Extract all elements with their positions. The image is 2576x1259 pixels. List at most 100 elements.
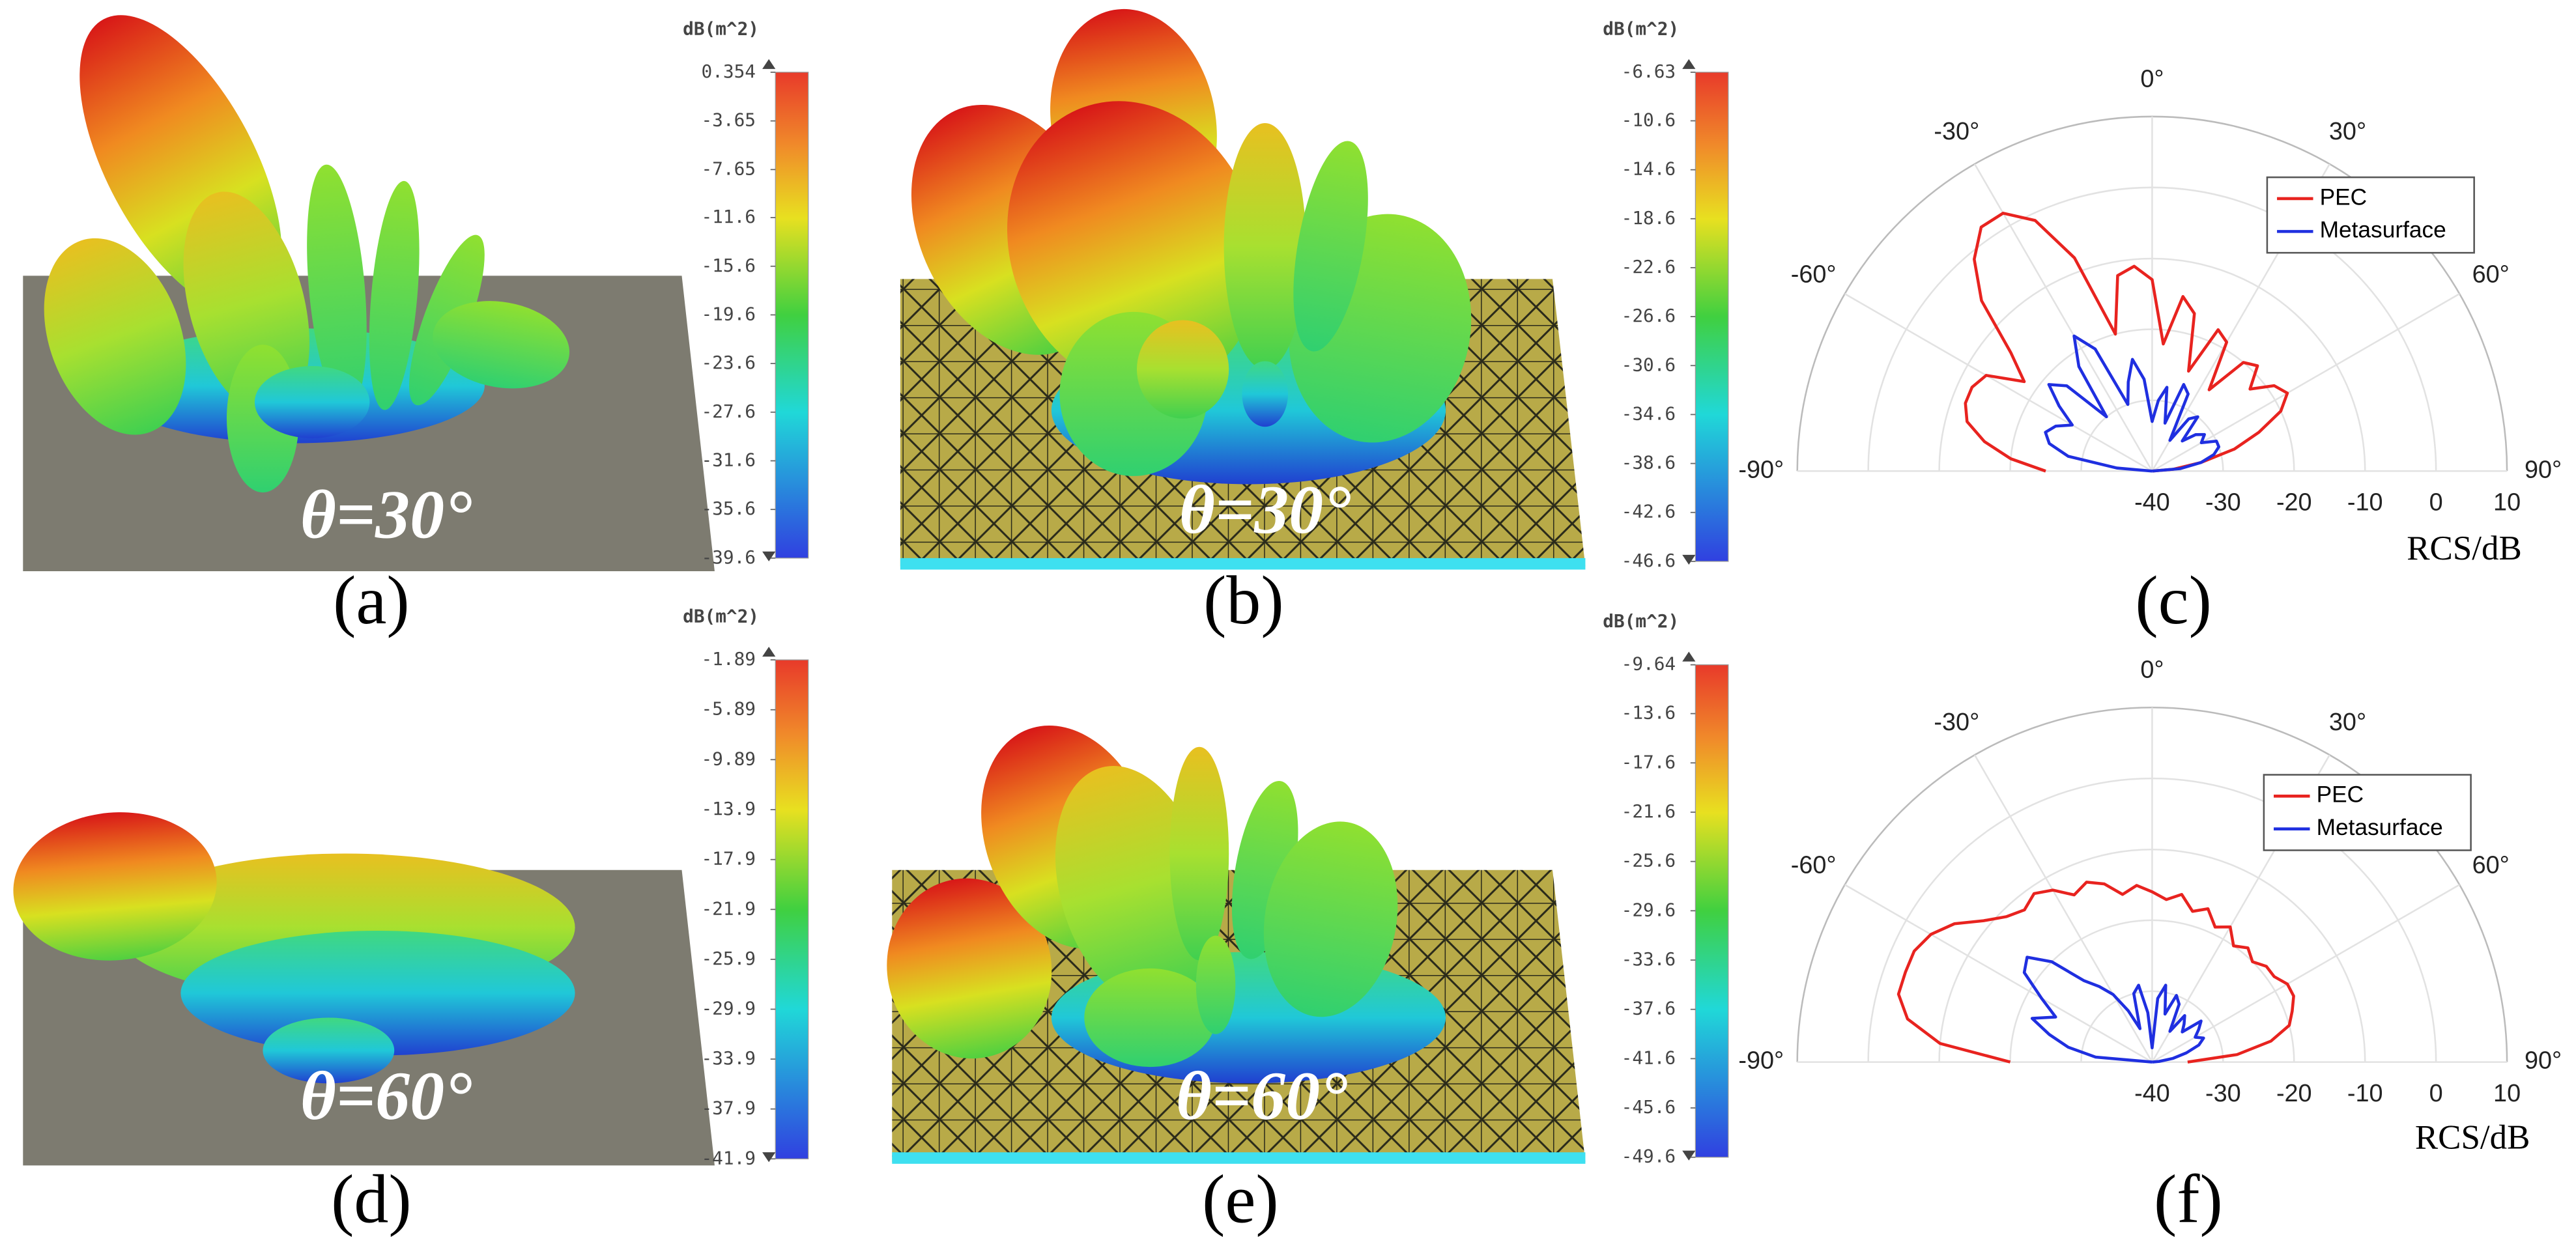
colorbar-tick-label: -3.65 [701,109,755,131]
colorbar-tick-label: -29.6 [1622,899,1676,920]
colorbar-tick-label: -42.6 [1622,501,1676,522]
angular-grid [1844,293,2153,472]
theta-tick-label: 60° [2472,261,2510,288]
rcs-curve [2044,334,2221,473]
colorbar-tick-label: -1.89 [701,648,755,670]
legend-label: PEC [2320,184,2368,210]
angular-grid [2151,293,2460,472]
colorbar-tick-label: -13.6 [1622,702,1676,724]
colorbar-label: dB(m^2) [683,606,759,627]
angular-grid [1844,884,2153,1063]
rcs-lobe [369,180,420,410]
rcs-lobe [887,878,1052,1059]
theta-tick-label: 30° [2329,118,2366,145]
colorbar-tick-label: -46.6 [1622,550,1676,571]
rcs-curve [2022,955,2205,1064]
theta-tick-label: 0° [2140,657,2164,684]
r-axis-label: RCS/dB [2407,530,2522,567]
colorbar-tick-label: -9.89 [701,748,755,769]
colorbar-tick-label: -22.6 [1622,256,1676,277]
colorbar-tick-label: -38.6 [1622,452,1676,474]
colorbar-tick-label: 0.354 [701,61,755,82]
legend-box [2263,774,2472,851]
colorbar-tick-label: -14.6 [1622,158,1676,180]
colorbar-tick-label: -34.6 [1622,403,1676,424]
angle-annotation: θ=30° [1179,472,1351,548]
theta-tick-label: -30° [1934,118,1979,145]
colorbar-tick-label: -10.6 [1622,109,1676,130]
colorbar [1695,664,1729,1158]
colorbar-tick-label: -41.9 [701,1147,755,1168]
colorbar-tick-label: -21.9 [701,898,755,919]
panel-caption: (f) [2154,1161,2223,1238]
panel-caption: (b) [1203,562,1283,638]
r-tick-label: -40 [2134,489,2170,516]
colorbar-tick-label: -23.6 [701,352,755,373]
colorbar-tick-label: -21.6 [1622,800,1676,822]
colorbar-tick-label: -35.6 [701,498,755,519]
colorbar-label: dB(m^2) [1603,610,1679,632]
legend-label: Metasurface [2320,218,2446,243]
rcs-lobe [13,812,217,961]
r-tick-label: -40 [2134,1080,2170,1107]
colorbar-tick-label: -27.6 [701,401,755,422]
rcs-lobe [1007,101,1260,391]
r-tick-label: 10 [2493,489,2521,516]
angle-annotation: θ=60° [300,1058,472,1134]
colorbar-tick-label: -29.9 [701,997,755,1019]
rcs-lobe [1242,361,1288,427]
colorbar-tick-label: -25.6 [1622,850,1676,871]
theta-tick-label: 0° [2140,65,2164,92]
colorbar-tick-label: -25.9 [701,948,755,969]
colorbar-label: dB(m^2) [1603,18,1679,39]
rcs-lobe [1084,968,1216,1068]
colorbar-tick-label: -33.9 [701,1047,755,1069]
rcs-curve [1964,212,2289,473]
panel-caption: (d) [331,1161,411,1238]
colorbar-arrow [1682,59,1696,565]
theta-tick-label: -60° [1791,852,1837,879]
colorbar-tick-label: -18.6 [1622,207,1676,229]
theta-tick-label: -30° [1934,709,1979,736]
angular-grid [2151,884,2460,1063]
theta-tick-label: 90° [2525,1047,2562,1075]
colorbar-tick-label: -11.6 [701,206,755,227]
colorbar-tick-label: -30.6 [1622,354,1676,375]
colorbar-tick-label: -41.6 [1622,1047,1676,1068]
rcs-lobe [1224,123,1306,370]
colorbar-tick-label: -45.6 [1622,1096,1676,1118]
theta-tick-label: 30° [2329,709,2366,736]
r-tick-label: -20 [2276,1080,2312,1107]
panel-caption: (a) [333,562,410,638]
colorbar-tick-label: -13.9 [701,798,755,819]
rcs-lobe [1137,320,1229,419]
r-tick-label: -30 [2205,1080,2241,1107]
colorbar-tick-label: -37.6 [1622,998,1676,1019]
panel-caption: (e) [1202,1161,1279,1238]
ground-edge [900,558,1586,570]
legend-box [2266,176,2475,254]
theta-tick-label: 60° [2472,852,2510,879]
colorbar-tick-label: -26.6 [1622,305,1676,326]
r-axis-label: RCS/dB [2415,1119,2530,1157]
colorbar [1695,72,1729,562]
colorbar-label: dB(m^2) [683,18,759,39]
legend-label: Metasurface [2317,815,2443,840]
rcs-lobe [254,366,370,438]
theta-tick-label: -90° [1738,1047,1784,1075]
colorbar-arrow [762,646,776,1163]
colorbar-tick-label: -15.6 [701,255,755,276]
r-tick-label: -30 [2205,489,2241,516]
rcs-lobe [307,164,367,410]
colorbar-tick-label: -19.6 [701,303,755,324]
colorbar-arrow [1682,651,1696,1161]
r-tick-label: -20 [2276,489,2312,516]
colorbar-tick-label: -33.6 [1622,948,1676,970]
theta-tick-label: -90° [1738,456,1784,483]
colorbar-tick-label: -9.64 [1622,653,1676,675]
rcs-lobe [1293,141,1368,352]
angular-grid [1973,754,2153,1063]
colorbar-tick-label: -39.6 [701,546,755,568]
